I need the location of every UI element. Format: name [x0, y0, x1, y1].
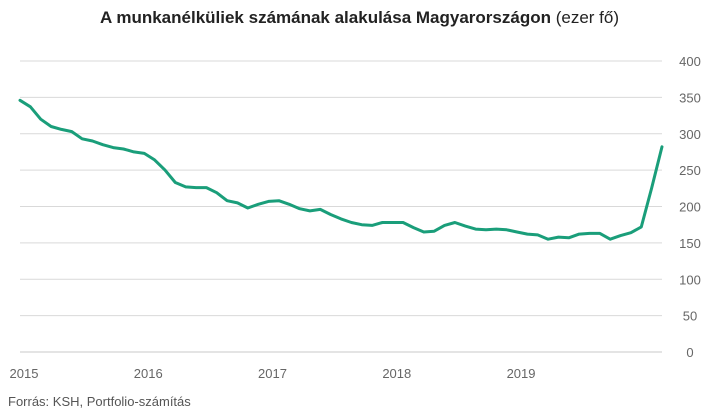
y-tick-label: 100: [679, 272, 701, 287]
y-tick-label: 400: [679, 54, 701, 69]
y-tick-label: 150: [679, 236, 701, 251]
x-tick-label: 2019: [507, 366, 536, 381]
x-tick-label: 2018: [382, 366, 411, 381]
y-axis-ticks: 0 50 100 150 200 250 300 350 400: [679, 54, 701, 360]
y-tick-label: 300: [679, 127, 701, 142]
y-tick-label: 0: [686, 345, 693, 360]
x-tick-label: 2016: [134, 366, 163, 381]
series-layer: [18, 98, 664, 241]
y-tick-label: 200: [679, 200, 701, 215]
x-axis-ticks: 2015 2016 2017 2018 2019: [10, 366, 536, 381]
y-tick-label: 250: [679, 163, 701, 178]
grid-layer: [20, 60, 662, 353]
source-note: Forrás: KSH, Portfolio-számítás: [8, 394, 191, 409]
x-tick-label: 2017: [258, 366, 287, 381]
chart-title-main: A munkanélküliek számának alakulása Magy…: [99, 8, 551, 27]
series-line: [18, 98, 664, 241]
x-tick-label: 2015: [10, 366, 39, 381]
chart-title-unit: (ezer fő): [555, 8, 620, 27]
y-tick-label: 50: [683, 309, 697, 324]
y-tick-label: 350: [679, 90, 701, 105]
chart-title: A munkanélküliek számának alakulása Magy…: [0, 8, 719, 28]
